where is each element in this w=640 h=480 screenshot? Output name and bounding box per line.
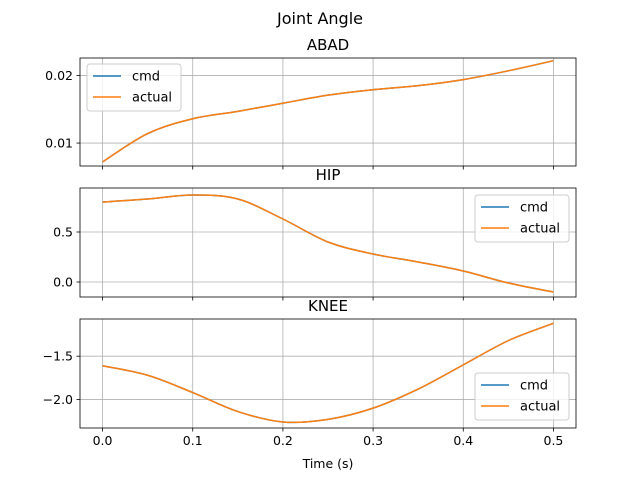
legend-label-actual: actual bbox=[520, 400, 560, 415]
legend: cmd actual bbox=[86, 63, 182, 112]
x-tick-label: 0.3 bbox=[363, 433, 383, 448]
x-tick-label: 0.5 bbox=[544, 433, 564, 448]
x-tick-label: 0.4 bbox=[453, 433, 473, 448]
series-line-actual bbox=[102, 194, 554, 293]
figure-title: Joint Angle bbox=[276, 9, 363, 28]
axes-frame bbox=[79, 57, 577, 167]
subplot-abad: 0.01 0.02 ABAD cmd actual bbox=[45, 36, 577, 170]
subplots: 0.010.02ABADcmdactual0.00.5HIPcmdactual0… bbox=[43, 36, 577, 448]
series-line-actual bbox=[102, 322, 554, 424]
subplot-knee: 0.0 0.1 0.2 0.3 0.4 0.5 −2.0 −1.5 KNEE cmd actual bbox=[43, 297, 577, 448]
y-tick-label: −1.5 bbox=[43, 349, 73, 364]
subplot-hip: 0.0 0.5 HIP cmd actual bbox=[53, 166, 577, 301]
y-tick-label: 0.02 bbox=[45, 68, 73, 83]
axes-frame bbox=[79, 187, 577, 298]
y-tick-label: −2.0 bbox=[43, 392, 73, 407]
axes-frame bbox=[79, 318, 577, 429]
x-tick-label: 0.1 bbox=[183, 433, 203, 448]
subplot-title: KNEE bbox=[308, 297, 348, 315]
x-tick-label: 0.0 bbox=[93, 433, 113, 448]
legend: cmd actual bbox=[474, 194, 570, 243]
legend-label-cmd: cmd bbox=[520, 379, 548, 394]
subplot-title: HIP bbox=[316, 166, 341, 184]
legend-label-actual: actual bbox=[520, 222, 560, 237]
legend-label-cmd: cmd bbox=[520, 201, 548, 216]
series-line-actual bbox=[102, 59, 554, 163]
x-tick-label: 0.2 bbox=[273, 433, 293, 448]
y-tick-label: 0.5 bbox=[53, 225, 73, 240]
y-tick-label: 0.0 bbox=[53, 275, 73, 290]
legend: cmd actual bbox=[474, 372, 570, 421]
x-axis-label: Time (s) bbox=[302, 456, 354, 471]
subplot-title: ABAD bbox=[307, 36, 349, 54]
legend-label-actual: actual bbox=[132, 91, 172, 106]
y-tick-label: 0.01 bbox=[45, 136, 73, 151]
legend-label-cmd: cmd bbox=[132, 70, 160, 85]
